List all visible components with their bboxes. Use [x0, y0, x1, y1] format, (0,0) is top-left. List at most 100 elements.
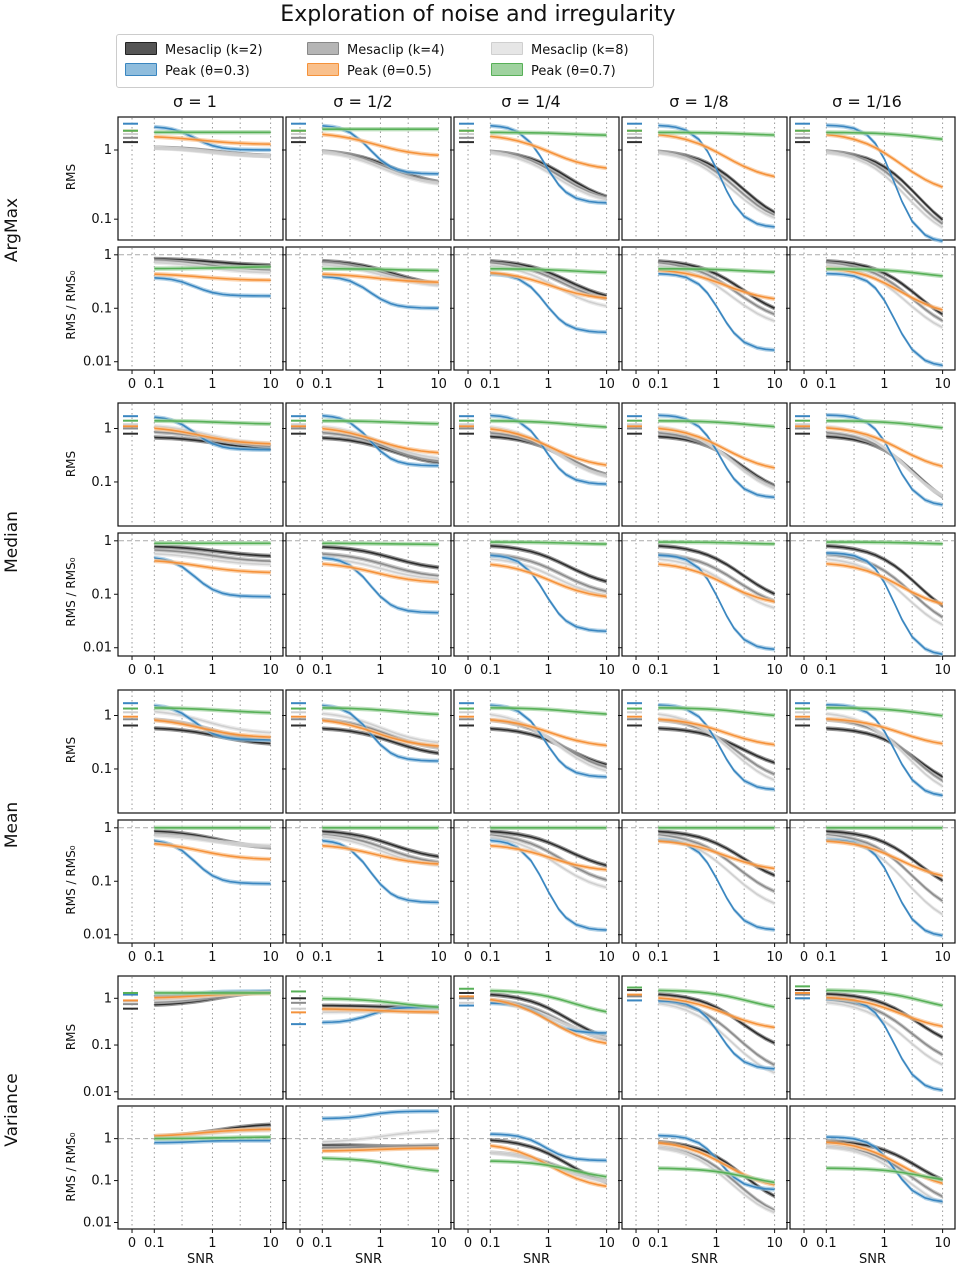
x-axis-label: SNR	[691, 1252, 718, 1267]
x-tick-label: 0.1	[144, 377, 165, 392]
series-line	[322, 844, 439, 865]
series-band	[322, 544, 439, 570]
x-tick-label: 0	[800, 377, 808, 392]
x-tick-label: 1	[208, 950, 216, 965]
series-line	[826, 727, 944, 778]
x-tick-label: 0.1	[816, 1236, 837, 1251]
x-tick-label: 0.1	[144, 663, 165, 678]
series-band	[490, 260, 607, 302]
series-line	[490, 558, 607, 597]
y-tick-label: 0.1	[91, 301, 112, 316]
series-band	[658, 1145, 775, 1215]
series-line	[154, 707, 271, 714]
series-line	[826, 420, 943, 429]
series-band	[322, 726, 439, 756]
series-line	[658, 427, 775, 469]
legend-item: Peak (θ=0.3)	[125, 63, 250, 79]
x-tick-label: 0.1	[480, 950, 501, 965]
series-line	[490, 124, 607, 204]
series-line	[322, 273, 439, 284]
series-band	[826, 425, 943, 469]
panel-frame	[789, 975, 956, 1100]
series-line	[826, 1001, 943, 1066]
x-tick-label: 1	[208, 663, 216, 678]
x-tick-label: 1	[376, 377, 384, 392]
series-band	[826, 995, 943, 1029]
legend-label: Peak (θ=0.7)	[531, 64, 616, 79]
x-tick-label: 1	[376, 663, 384, 678]
x-tick-label: 10	[430, 377, 447, 392]
series-band	[826, 988, 943, 1008]
series-line	[154, 126, 271, 151]
x-tick-label: 1	[880, 1236, 888, 1251]
x-tick-label: 10	[430, 663, 447, 678]
series-line	[490, 844, 607, 871]
x-tick-label: 1	[712, 377, 720, 392]
column-header: σ = 1/2	[333, 92, 393, 111]
series-band	[658, 424, 775, 491]
series-line	[154, 1139, 271, 1144]
series-line	[322, 275, 439, 309]
series-line	[490, 545, 607, 583]
series-line	[826, 712, 944, 787]
series-line	[658, 707, 775, 717]
series-band	[490, 829, 607, 868]
series-band	[154, 703, 271, 743]
series-line	[322, 727, 439, 755]
column-header: σ = 1/4	[501, 92, 561, 111]
series-band	[658, 150, 775, 221]
x-tick-label: 1	[208, 377, 216, 392]
series-band	[154, 414, 271, 452]
series-line	[826, 562, 943, 605]
x-tick-label: 10	[934, 1236, 951, 1251]
series-line	[658, 267, 775, 274]
series-line	[490, 260, 607, 297]
x-tick-label: 10	[766, 663, 783, 678]
x-tick-label: 10	[934, 663, 951, 678]
legend-item: Mesaclip (k=4)	[307, 42, 445, 58]
series-line	[322, 427, 439, 454]
legend: Mesaclip (k=2) Peak (θ=0.3) Mesaclip (k=…	[116, 34, 654, 88]
series-line	[322, 712, 439, 744]
series-band	[826, 266, 943, 313]
series-line	[658, 989, 775, 1008]
x-tick-label: 1	[712, 950, 720, 965]
x-tick-label: 1	[376, 950, 384, 965]
x-tick-label: 0.1	[816, 663, 837, 678]
column-header: σ = 1/8	[669, 92, 729, 111]
series-line	[490, 151, 607, 201]
series-line	[490, 414, 607, 485]
series-line	[826, 707, 943, 717]
x-tick-label: 0	[632, 377, 640, 392]
x-tick-label: 0.1	[312, 377, 333, 392]
x-tick-label: 0.1	[480, 377, 501, 392]
y-tick-label: 1	[104, 422, 112, 437]
x-tick-label: 1	[544, 377, 552, 392]
x-tick-label: 10	[598, 663, 615, 678]
x-axis-label: SNR	[859, 1252, 886, 1267]
x-tick-label: 0.1	[648, 663, 669, 678]
y-tick-label: 1	[104, 709, 112, 724]
y-tick-label: 0.1	[91, 1038, 112, 1053]
series-line	[154, 277, 271, 297]
series-band	[658, 711, 775, 783]
panel-frame	[453, 116, 620, 241]
series-band	[154, 275, 271, 299]
series-line	[658, 420, 775, 428]
series-line	[490, 834, 607, 881]
legend-label: Mesaclip (k=4)	[347, 43, 445, 58]
x-axis-label: SNR	[355, 1252, 382, 1267]
legend-swatch	[491, 42, 523, 55]
series-line	[490, 267, 607, 274]
x-tick-label: 0	[464, 950, 472, 965]
series-line	[658, 414, 775, 499]
x-tick-label: 0	[632, 663, 640, 678]
x-tick-label: 1	[376, 1236, 384, 1251]
series-line	[658, 269, 775, 300]
series-line	[826, 989, 943, 1007]
x-tick-label: 1	[544, 950, 552, 965]
series-line	[154, 266, 271, 270]
series-line	[322, 133, 439, 157]
series-line	[322, 267, 439, 272]
series-line	[154, 560, 271, 574]
